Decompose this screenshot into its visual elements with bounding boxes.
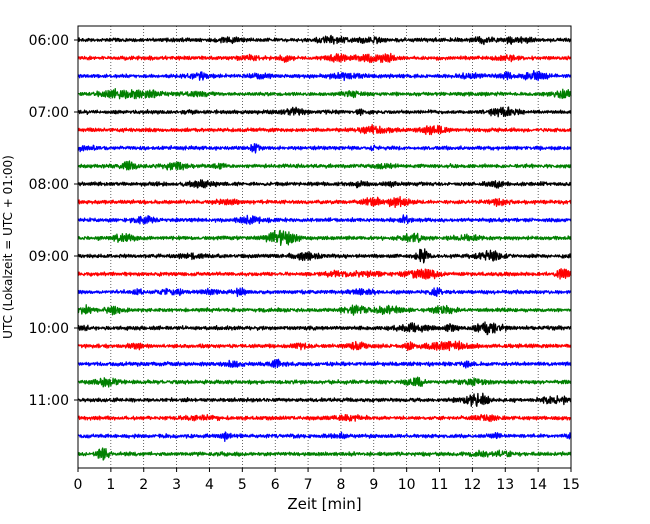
- x-tick-label: 4: [205, 477, 214, 493]
- trace-line-0815: [77, 195, 572, 209]
- traces-layer: [77, 34, 572, 461]
- trace-line-1130: [77, 431, 572, 443]
- trace-line-0800: [77, 179, 572, 189]
- trace-line-0830: [77, 214, 572, 226]
- y-tick-label: 10:00: [29, 321, 69, 337]
- x-tick-label: 8: [336, 477, 345, 493]
- trace-line-0645: [77, 87, 572, 100]
- x-tick-label: 11: [431, 477, 449, 493]
- trace-line-1000: [77, 321, 572, 336]
- trace-line-0945: [77, 304, 572, 316]
- x-tick-label: 7: [304, 477, 313, 493]
- trace-line-0630: [77, 70, 572, 82]
- trace-line-1100: [77, 392, 572, 407]
- x-axis-label: Zeit [min]: [287, 495, 361, 513]
- trace-line-1045: [77, 376, 572, 388]
- x-tick-label: 9: [369, 477, 378, 493]
- ticks-layer: 0 1 2 3 4 5 6 7 8 9 10 11 12 13 14 1506:0007:0008:0009:…: [29, 33, 580, 493]
- trace-line-0715: [77, 124, 572, 136]
- x-tick-label: 6: [271, 477, 280, 493]
- y-tick-label: 11:00: [29, 393, 69, 409]
- trace-line-0600: [77, 34, 572, 46]
- trace-line-0730: [77, 143, 572, 154]
- y-tick-label: 07:00: [29, 105, 69, 121]
- x-tick-label: 15: [562, 477, 580, 493]
- x-tick-label: 0: [74, 477, 83, 493]
- trace-line-1115: [77, 413, 572, 423]
- plot-frame: [77, 25, 572, 469]
- x-tick-label: 1: [106, 477, 115, 493]
- trace-line-0845: [77, 229, 572, 247]
- trace-line-1015: [77, 340, 572, 352]
- trace-line-1145: [77, 447, 572, 461]
- x-tick-label: 2: [139, 477, 148, 493]
- y-tick-label: 08:00: [29, 177, 69, 193]
- y-axis-label: UTC (Lokalzeit = UTC + 01:00): [1, 155, 15, 339]
- trace-line-0745: [77, 160, 572, 171]
- trace-line-0915: [77, 268, 572, 280]
- y-tick-label: 06:00: [29, 33, 69, 49]
- x-tick-label: 10: [398, 477, 416, 493]
- x-tick-label: 12: [463, 477, 481, 493]
- x-tick-label: 5: [238, 477, 247, 493]
- trace-line-0900: [77, 248, 572, 264]
- trace-line-0700: [77, 106, 572, 118]
- x-tick-label: 3: [172, 477, 181, 493]
- x-tick-label: 14: [529, 477, 547, 493]
- trace-line-0930: [77, 287, 572, 298]
- trace-line-0615: [77, 52, 572, 64]
- y-tick-label: 09:00: [29, 249, 69, 265]
- trace-line-1030: [77, 358, 572, 369]
- x-tick-label: 13: [496, 477, 514, 493]
